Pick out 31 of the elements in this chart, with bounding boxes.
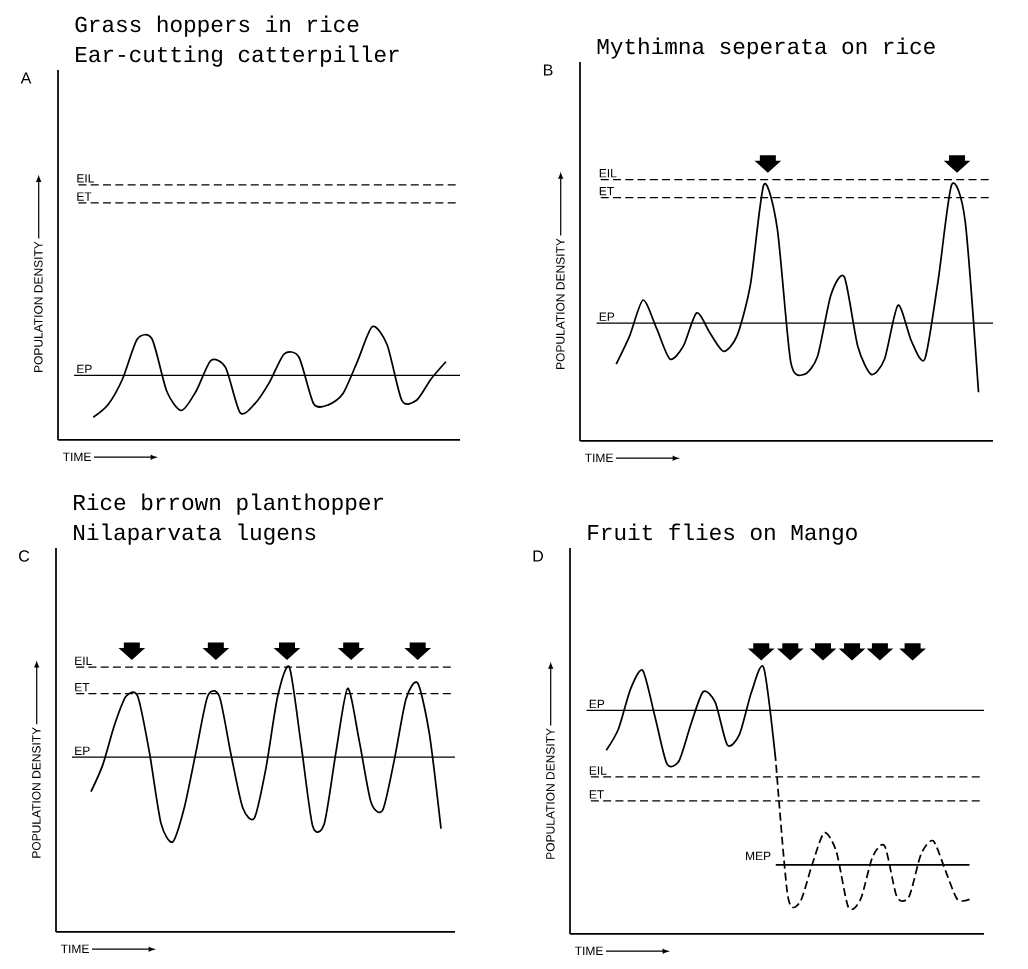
y-axis-title: POPULATION DENSITY: [556, 238, 565, 369]
ref-line-label: ET: [599, 187, 614, 196]
x-axis-title: TIME: [60, 944, 89, 953]
x-axis-title: TIME: [62, 452, 91, 461]
ref-line-label: ET: [589, 790, 604, 799]
series-label: MEP: [746, 851, 771, 861]
ref-line-label: ET: [77, 192, 92, 201]
text: D: [533, 550, 544, 562]
x-axis-title: TIME: [574, 946, 603, 955]
ref-line-label: EIL: [75, 656, 92, 665]
ref-line-label: EIL: [599, 169, 617, 178]
ref-line-label: ET: [75, 683, 90, 692]
text: C: [19, 550, 30, 562]
y-axis-title: POPULATION DENSITY: [546, 728, 555, 859]
ref-line-label: EP: [589, 699, 605, 709]
y-axis-title: POPULATION DENSITY: [34, 241, 43, 372]
chart-title: Grass hoppers in rice: [75, 15, 359, 37]
ref-line-label: EIL: [589, 766, 607, 775]
text: A: [20, 72, 32, 84]
ref-line-label: EP: [77, 364, 92, 374]
ref-line-label: EP: [75, 746, 90, 755]
chart-subtitle: Ear-cutting catterpiller: [76, 45, 399, 67]
ref-line-label: EIL: [77, 174, 94, 183]
chart-subtitle: Nilaparvata lugens: [74, 523, 316, 545]
x-axis-title: TIME: [584, 453, 613, 462]
y-axis-title: POPULATION DENSITY: [32, 727, 41, 858]
text: B: [543, 64, 553, 76]
ref-line-label: EP: [599, 312, 615, 321]
chart-title: Fruit flies on Mango: [588, 523, 857, 545]
chart-title: Mythimna seperata on rice: [597, 37, 935, 59]
chart-title: Rice brrown planthopper: [74, 493, 384, 515]
